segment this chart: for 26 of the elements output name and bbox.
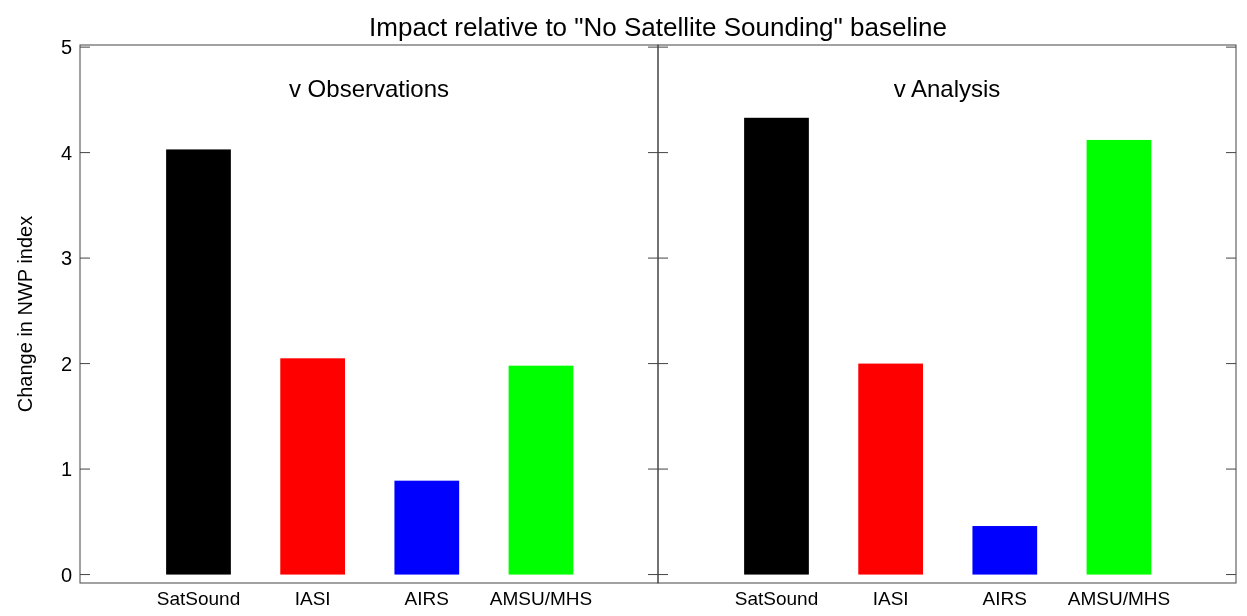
bar: [394, 480, 460, 575]
x-tick-label: IASI: [872, 588, 909, 609]
bar: [744, 117, 809, 575]
x-tick-label: AIRS: [404, 588, 449, 609]
y-axis-title: Change in NWP index: [14, 215, 36, 413]
y-tick-label: 3: [60, 247, 72, 270]
y-tick-label: 4: [60, 141, 72, 164]
y-tick-label: 0: [60, 563, 72, 586]
x-tick-label: AMSU/MHS: [1067, 588, 1171, 609]
x-tick-label: AMSU/MHS: [489, 588, 593, 609]
text: v Analysis: [893, 75, 1001, 102]
x-tick-label: AIRS: [982, 588, 1027, 609]
chart-title: Impact relative to "No Satellite Sounding" baseline: [369, 12, 947, 42]
bar: [858, 363, 924, 575]
x-tick-label: SatSound: [156, 588, 241, 609]
y-tick-label: 2: [60, 352, 72, 375]
text: v Observations: [288, 75, 450, 102]
x-tick-label: IASI: [294, 588, 331, 609]
bar: [508, 365, 574, 575]
bar: [280, 358, 346, 575]
y-tick-label: 1: [60, 458, 72, 481]
bar: [166, 149, 231, 575]
y-tick-label: 5: [60, 36, 72, 59]
bar: [972, 526, 1038, 575]
bar: [1086, 139, 1152, 575]
x-tick-label: SatSound: [734, 588, 819, 609]
